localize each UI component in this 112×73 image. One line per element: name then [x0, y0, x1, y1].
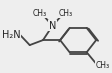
- Text: CH₃: CH₃: [95, 61, 109, 70]
- Text: CH₃: CH₃: [32, 9, 46, 18]
- Text: H₂N: H₂N: [2, 30, 21, 40]
- Text: N: N: [48, 21, 56, 31]
- Text: CH₃: CH₃: [58, 9, 72, 18]
